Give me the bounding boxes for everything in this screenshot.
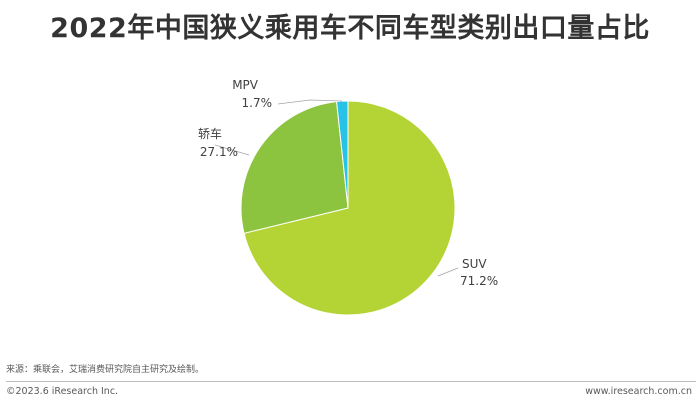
slice-label-value: 1.7% [242, 96, 273, 110]
footer-website[interactable]: www.iresearch.com.cn [585, 386, 692, 397]
pie-slice-1 [243, 100, 456, 316]
leader-line-3 [277, 99, 343, 105]
footer-divider [6, 381, 696, 382]
leader-lines-layer [214, 99, 459, 277]
labels-layer: SUV 71.2% 轿车 27.1% MPV 1.7% [198, 78, 498, 288]
slice-label-category: SUV [462, 257, 487, 271]
slice-label-value: 71.2% [460, 274, 498, 288]
pie-slice-3 [336, 100, 349, 209]
slices-layer [240, 100, 456, 316]
pie-slice-2 [240, 101, 349, 234]
leader-line-1 [437, 267, 459, 277]
footer-copyright: ©2023.6 iResearch Inc. [6, 386, 119, 397]
slice-label-category: 轿车 [198, 126, 222, 141]
leader-line-2 [214, 144, 250, 156]
source-note: 来源：乘联会，艾瑞消费研究院自主研究及绘制。 [6, 365, 205, 375]
slice-label-category: MPV [232, 78, 259, 92]
chart-title: 2022年中国狭义乘用车不同车型类别出口量占比 [50, 13, 650, 44]
slice-label-value: 27.1% [200, 145, 238, 159]
